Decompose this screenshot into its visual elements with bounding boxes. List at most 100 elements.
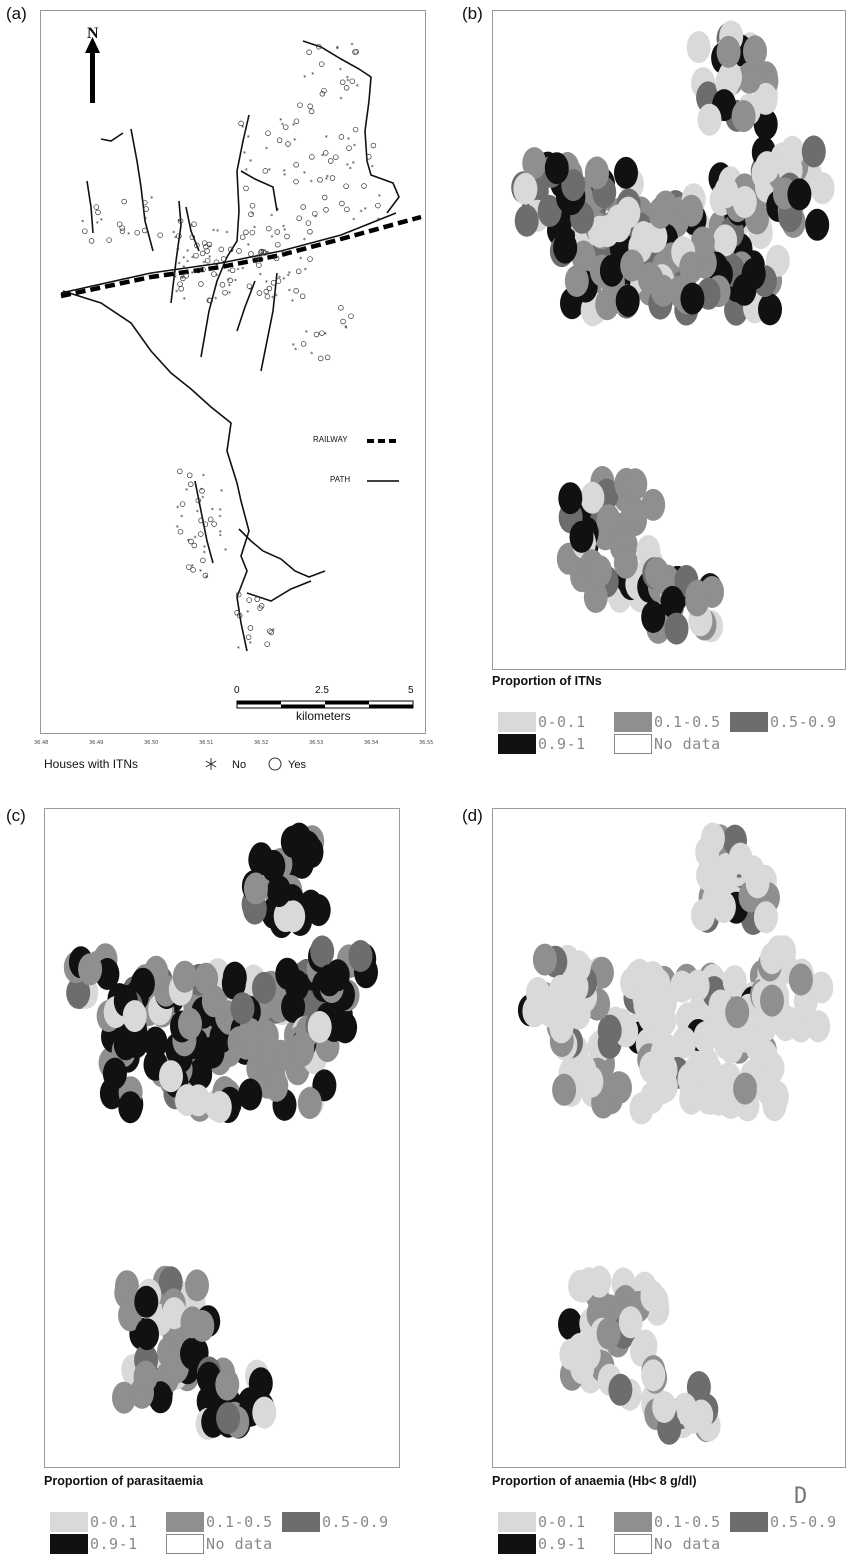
house-no-marker: * — [278, 275, 281, 282]
house-yes-marker — [256, 262, 262, 268]
house-no-marker: * — [219, 514, 222, 521]
area-blob — [809, 971, 834, 1004]
house-no-marker: * — [177, 247, 180, 254]
area-blob — [760, 984, 784, 1017]
house-yes-marker — [238, 120, 244, 127]
house-no-marker: * — [219, 530, 222, 537]
house-yes-marker — [299, 293, 306, 300]
area-blob — [713, 224, 738, 257]
panel-c-legend-swatch-c4 — [50, 1534, 88, 1554]
house-yes-marker — [260, 248, 267, 255]
area-blob — [133, 1360, 158, 1393]
house-yes-marker — [243, 229, 249, 236]
house-no-marker: * — [191, 270, 194, 277]
house-no-marker: * — [371, 164, 374, 171]
house-no-marker: * — [194, 241, 197, 248]
house-no-marker: * — [219, 533, 222, 540]
house-yes-marker — [317, 177, 323, 183]
house-yes-marker — [307, 229, 313, 235]
house-no-marker: * — [194, 535, 197, 542]
house-yes-marker — [201, 240, 208, 246]
panel-c-map-frame — [44, 808, 400, 1468]
house-no-marker: * — [279, 118, 282, 125]
area-blob — [640, 1280, 665, 1313]
house-yes-marker — [229, 267, 236, 274]
house-yes-marker — [199, 250, 206, 257]
railway-line — [60, 214, 422, 299]
house-no-marker: * — [303, 75, 306, 82]
house-no-marker: * — [281, 122, 284, 129]
house-no-marker: * — [299, 256, 302, 263]
area-blob — [201, 985, 226, 1018]
area-blob — [788, 963, 813, 996]
house-no-marker: * — [340, 96, 343, 103]
area-blob — [697, 103, 722, 136]
house-no-marker: * — [215, 273, 218, 280]
house-yes-marker — [318, 61, 325, 67]
panel-b-legend-swatch-nodata — [614, 734, 652, 754]
panel-c-legend-label-c4: 0.9-1 — [90, 1535, 138, 1553]
house-yes-marker — [268, 629, 275, 636]
area-blob — [196, 1361, 221, 1394]
itn-legend-no: No — [232, 759, 247, 771]
area-blob — [766, 935, 791, 968]
house-no-marker: * — [292, 122, 295, 129]
panel-b-legend-label-c4: 0.9-1 — [538, 735, 586, 753]
house-no-marker: * — [219, 507, 222, 514]
area-blob — [652, 1004, 677, 1037]
area-blob — [641, 601, 666, 633]
area-blob — [185, 1269, 209, 1302]
house-yes-marker — [202, 521, 209, 527]
area-blob — [348, 940, 373, 972]
house-no-marker: * — [208, 255, 211, 262]
house-no-marker: * — [378, 194, 381, 201]
area-blob — [522, 147, 547, 180]
house-no-marker: * — [224, 548, 227, 555]
area-blob — [728, 842, 753, 875]
house-no-marker: * — [183, 297, 186, 304]
house-no-marker: * — [249, 159, 252, 166]
house-no-marker: * — [228, 283, 231, 290]
area-blob — [660, 585, 685, 618]
area-blob — [685, 579, 710, 612]
house-yes-marker — [261, 250, 268, 256]
house-no-marker: * — [251, 211, 254, 218]
house-no-marker: * — [364, 207, 367, 214]
area-blob — [78, 953, 103, 986]
house-yes-marker — [93, 204, 100, 210]
panel-d-legend-swatch-c1 — [498, 1512, 536, 1532]
area-blob — [621, 495, 646, 528]
house-no-marker: * — [255, 261, 258, 268]
panel-c-legend-label-c3: 0.5-0.9 — [322, 1513, 389, 1531]
area-blob — [207, 1091, 232, 1123]
house-no-marker: * — [172, 230, 175, 237]
house-yes-marker — [265, 130, 271, 136]
house-yes-marker — [276, 137, 283, 144]
area-blob — [287, 822, 312, 855]
area-blob — [238, 1078, 263, 1111]
house-no-marker: * — [186, 248, 189, 255]
panel-d-legend-swatch-c3 — [730, 1512, 768, 1532]
house-no-marker: * — [185, 487, 188, 494]
house-yes-marker — [309, 154, 315, 160]
panel-c-legend-swatch-c3 — [282, 1512, 320, 1532]
house-no-marker: * — [199, 569, 202, 576]
house-yes-marker — [284, 233, 290, 240]
panel-a-letter: (a) — [6, 4, 27, 23]
area-blob — [558, 482, 583, 515]
itn-legend-yes: Yes — [288, 759, 306, 771]
panel-c-legend-swatch-c1 — [50, 1512, 88, 1532]
house-no-marker: * — [275, 293, 278, 300]
house-yes-marker — [204, 248, 210, 254]
house-yes-marker — [270, 280, 277, 286]
house-no-marker: * — [293, 137, 296, 144]
panel-a-map: * * * * * * * * * * * * * * * * * * * * * * * * * * * * * * * * * * * * * * * *… — [60, 37, 422, 709]
house-yes-marker — [285, 141, 291, 147]
area-blob — [579, 1065, 604, 1098]
area-blob — [564, 970, 589, 1003]
house-yes-marker — [316, 43, 322, 50]
house-yes-marker — [211, 521, 217, 527]
house-yes-marker — [307, 256, 313, 262]
house-no-marker: * — [347, 137, 350, 144]
house-markers: * * * * * * * * * * * * * * * * * * * * * * * * * * * * * * * * * * * * * * * *… — [81, 42, 381, 652]
